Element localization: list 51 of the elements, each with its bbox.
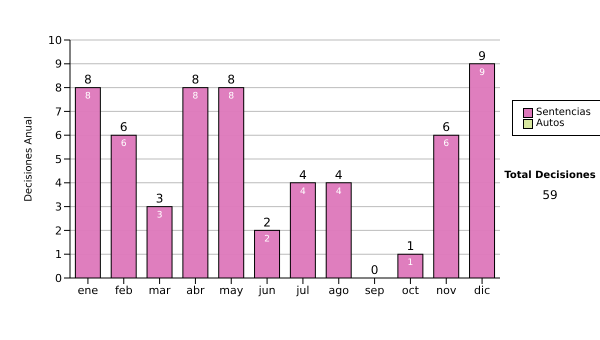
total-label: 4 xyxy=(299,168,307,182)
x-tick-label: mar xyxy=(148,284,172,297)
text: Total Decisiones xyxy=(503,170,597,181)
total-label: 8 xyxy=(192,72,200,87)
x-tick-label: ene xyxy=(78,284,98,297)
data-label: 6 xyxy=(443,139,450,150)
legend-label: Sentencias xyxy=(536,107,591,118)
data-label: 4 xyxy=(300,186,306,197)
y-tick-label: 3 xyxy=(55,200,62,214)
total-label: 1 xyxy=(406,239,414,254)
y-tick-label: 2 xyxy=(55,224,62,238)
x-tick-label: jun xyxy=(258,284,276,297)
y-tick-label: 6 xyxy=(55,129,62,142)
x-tick-label: may xyxy=(219,284,244,297)
x-tick-label: ago xyxy=(328,284,350,297)
data-label: 3 xyxy=(156,210,162,221)
total-label: 0 xyxy=(370,263,378,277)
total-label: 9 xyxy=(478,48,486,63)
data-label: 8 xyxy=(228,92,234,102)
text: 59 xyxy=(541,188,559,202)
x-tick-label: feb xyxy=(114,284,133,297)
y-tick-label: 1 xyxy=(55,248,62,262)
data-label: 1 xyxy=(408,258,414,268)
total-label: 4 xyxy=(334,168,343,182)
data-label: 8 xyxy=(192,92,199,102)
data-label: 2 xyxy=(264,234,270,244)
x-tick-label: dic xyxy=(474,284,490,297)
y-tick-label: 5 xyxy=(55,152,62,166)
x-tick-label: jul xyxy=(295,284,310,297)
total-label: 3 xyxy=(156,192,164,206)
x-tick-label: sep xyxy=(364,284,384,297)
x-tick-label: abr xyxy=(186,284,206,297)
data-label: 8 xyxy=(85,92,92,102)
total-label: 8 xyxy=(227,72,236,87)
total-label: 6 xyxy=(120,120,128,134)
y-tick-label: 0 xyxy=(55,272,62,285)
y-tick-label: 4 xyxy=(55,176,62,190)
total-label: 6 xyxy=(442,120,450,134)
y-tick-label: 9 xyxy=(55,58,62,71)
y-tick-label: 7 xyxy=(55,105,62,118)
data-label: 6 xyxy=(120,139,127,150)
y-tick-label: 8 xyxy=(55,82,62,95)
y-axis-title: Decisiones Anual xyxy=(24,116,35,202)
data-label: 4 xyxy=(336,186,342,197)
x-tick-label: oct xyxy=(402,284,420,297)
legend-label: Autos xyxy=(536,118,564,129)
total-label: 2 xyxy=(263,215,271,230)
x-tick-label: nov xyxy=(436,284,457,297)
data-label: 9 xyxy=(479,68,486,78)
total-label: 8 xyxy=(84,72,92,87)
y-tick-label: 10 xyxy=(48,34,62,47)
